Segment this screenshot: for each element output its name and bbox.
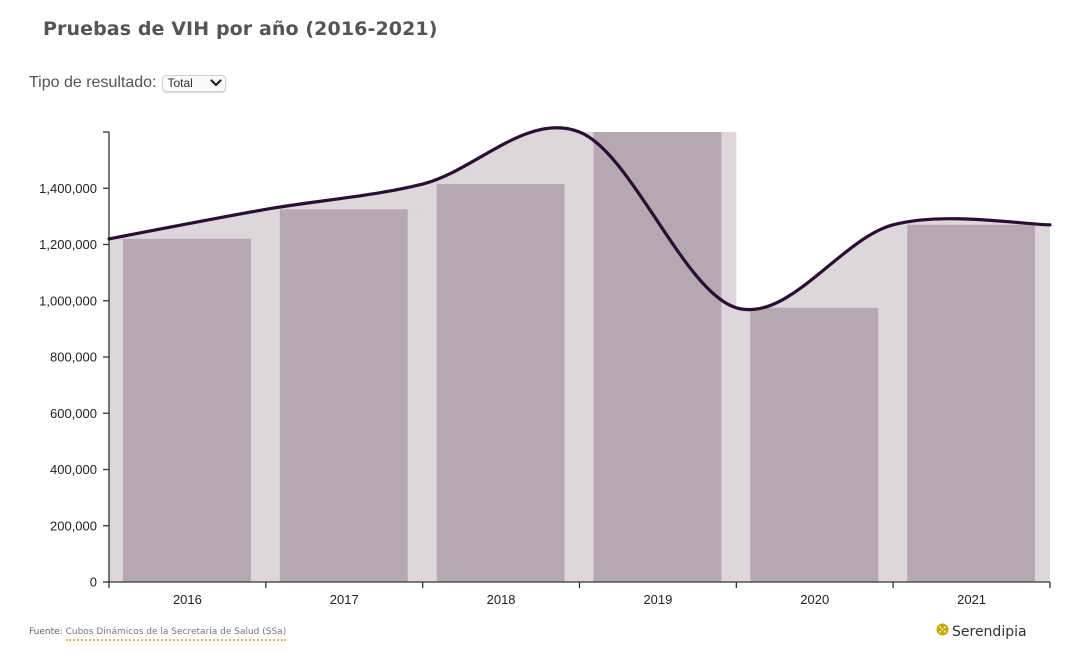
x-tick-label: 2016 <box>173 592 202 607</box>
x-tick-label: 2018 <box>487 592 516 607</box>
bar[interactable] <box>907 224 1035 582</box>
y-tick-label: 0 <box>90 575 97 590</box>
y-tick-label: 600,000 <box>50 406 97 421</box>
bar[interactable] <box>750 307 879 582</box>
chevron-down-icon <box>210 79 223 87</box>
brand: Serendipia <box>936 623 1027 641</box>
bar[interactable] <box>123 238 251 582</box>
y-tick-label: 400,000 <box>50 462 97 477</box>
result-type-filter: Tipo de resultado: Total <box>29 74 227 92</box>
bars <box>123 132 1035 582</box>
result-type-select[interactable]: Total <box>162 74 227 92</box>
source-link[interactable]: Cubos Dinámicos de la Secretaría de Salu… <box>65 627 287 641</box>
chart-title: Pruebas de VIH por año (2016-2021) <box>43 18 438 40</box>
y-tick-label: 1,000,000 <box>39 293 97 308</box>
y-tick-label: 1,400,000 <box>39 181 97 196</box>
y-tick-label: 800,000 <box>50 350 97 365</box>
y-tick-label: 200,000 <box>50 518 97 533</box>
brand-name: Serendipia <box>952 624 1027 640</box>
trend-line <box>107 126 1052 312</box>
filter-label: Tipo de resultado: <box>29 74 157 91</box>
source-prefix: Fuente: <box>29 627 66 637</box>
bar[interactable] <box>279 209 408 582</box>
x-tick-label: 2017 <box>330 592 359 607</box>
bar[interactable] <box>593 132 722 582</box>
select-value: Total <box>167 76 193 90</box>
axes: 0 200,000 400,000 600,000 800,000 1,000,000 1,… <box>39 131 1051 607</box>
source-note: Fuente: Cubos Dinámicos de la Secretaría… <box>29 627 287 641</box>
y-tick-label: 1,200,000 <box>39 237 97 252</box>
trend-line-layer <box>107 126 1052 312</box>
serendipia-logo-icon <box>936 623 949 641</box>
bar[interactable] <box>436 184 565 582</box>
x-tick-label: 2021 <box>957 592 986 607</box>
x-tick-label: 2019 <box>643 592 672 607</box>
x-tick-label: 2020 <box>800 592 829 607</box>
